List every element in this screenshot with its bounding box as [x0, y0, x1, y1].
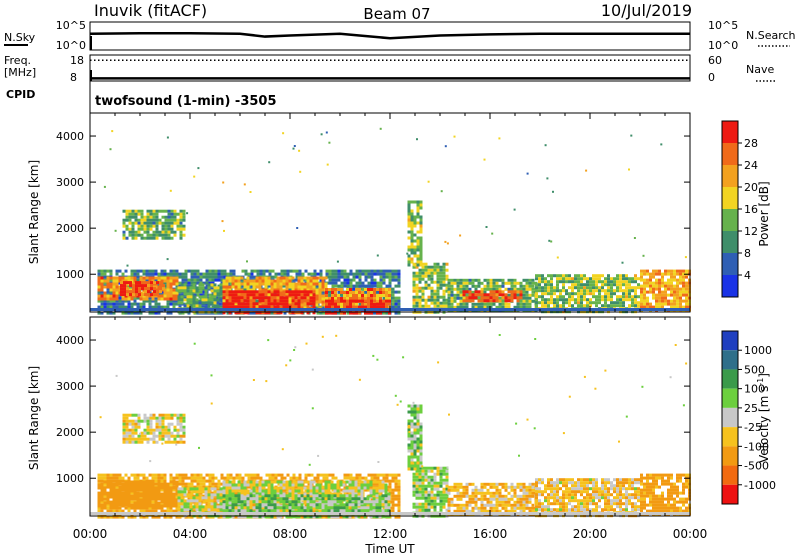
- power-cbar-tick: 8: [744, 247, 751, 260]
- x-tick-label: 12:00: [373, 527, 408, 541]
- freq-tick-bottom: 8: [70, 71, 77, 84]
- power-data-layer: [90, 127, 691, 315]
- velocity-cbar-tick: -100: [744, 440, 769, 453]
- velocity-cbar-tick: 25: [744, 402, 758, 415]
- cpid-label: CPID: [6, 88, 35, 101]
- velocity-region-10: [407, 404, 423, 471]
- velocity-cbar-label: Velocity [m s-1]: [756, 373, 771, 463]
- velocity-cbar-swatch: [722, 465, 738, 485]
- power-cbar-label: Power [dB]: [757, 181, 771, 246]
- power-ytick-label: 2000: [56, 222, 84, 235]
- nsky-series-line: [89, 31, 690, 40]
- power-cbar-swatch: [722, 209, 738, 231]
- station-title: Inuvik (fitACF): [94, 1, 207, 20]
- freq-panel: Freq. [MHz] 18 8 60 0 Nave: [4, 54, 776, 84]
- velocity-cbar-swatch: [722, 369, 738, 389]
- velocity-cbar-swatch: [722, 350, 738, 370]
- power-colorbar: 4 8 12 16 20 24 28: [721, 120, 758, 298]
- nave-label: Nave: [746, 63, 774, 76]
- power-cbar-tick: 4: [744, 269, 751, 282]
- freq-label-line1: Freq.: [4, 54, 31, 67]
- cpid-panel: CPID twofsound (1-min) -3505: [6, 81, 277, 113]
- power-cbar-swatch: [722, 253, 738, 275]
- velocity-cbar-tick: 100: [744, 383, 765, 396]
- velocity-region-7: [535, 478, 640, 518]
- power-region-2: [120, 281, 165, 297]
- velocity-cbar-swatch: [722, 331, 738, 351]
- cpid-text: twofsound (1-min) -3505: [95, 94, 277, 109]
- freq-label-line2: [MHz]: [4, 66, 36, 79]
- velocity-cbar-tick: 1000: [744, 344, 772, 357]
- date-title: 10/Jul/2019: [601, 1, 692, 20]
- power-cbar-swatch: [722, 121, 738, 143]
- velocity-ytick-label: 1000: [56, 472, 84, 485]
- velocity-cbar-swatch: [722, 427, 738, 447]
- power-cbar-swatch: [722, 165, 738, 187]
- velocity-colorbar: 1000 500 100 25 -25 -100 -500 -1000: [721, 330, 776, 505]
- x-tick-label: 00:00: [73, 527, 108, 541]
- x-tick-label: 08:00: [273, 527, 308, 541]
- power-region-14: [407, 200, 423, 267]
- x-tick-label: 20:00: [573, 527, 608, 541]
- nave-tick-bottom: 0: [708, 71, 715, 84]
- nsearch-label: N.Search: [746, 29, 796, 42]
- x-tick-label: 04:00: [173, 527, 208, 541]
- power-cbar-tick: 16: [744, 203, 758, 216]
- x-axis-label: Time UT: [364, 542, 415, 554]
- velocity-cbar-tick: 500: [744, 363, 765, 376]
- velocity-cbar-swatch: [722, 388, 738, 408]
- freq-tick-top: 18: [70, 54, 84, 67]
- nsky-panel: N.Sky 10^5 10^0 10^5 10^0 N.Search: [4, 19, 796, 52]
- velocity-region-1: [97, 480, 179, 508]
- velocity-x-ticks: [89, 317, 691, 516]
- nsearch-tick-bottom: 10^0: [708, 39, 738, 52]
- velocity-cbar-swatch: [722, 446, 738, 466]
- x-tick-label: 16:00: [473, 527, 508, 541]
- nsky-label: N.Sky: [4, 31, 36, 44]
- power-ytick-label: 3000: [56, 176, 84, 189]
- nsky-tick-top: 10^5: [56, 19, 86, 32]
- power-cbar-swatch: [722, 143, 738, 165]
- velocity-ytick-label: 3000: [56, 380, 84, 393]
- power-panel: 1000 2000 3000 4000 Slant Range [km] 4 8 12 16…: [27, 112, 771, 315]
- nsearch-tick-top: 10^5: [708, 19, 738, 32]
- x-axis-tick-labels: 00:00 04:00 08:00 12:00 16:00 20:00 00:00: [73, 527, 708, 541]
- velocity-ytick-label: 2000: [56, 426, 84, 439]
- nave-tick-top: 60: [708, 54, 722, 67]
- power-x-ticks: [89, 113, 691, 312]
- velocity-ylabel: Slant Range [km]: [27, 366, 41, 470]
- velocity-y-axis: 1000 2000 3000 4000: [56, 334, 690, 485]
- nsky-tick-bottom: 10^0: [56, 39, 86, 52]
- power-cbar-tick: 20: [744, 181, 758, 194]
- power-region-11: [535, 274, 640, 314]
- velocity-cbar-swatch: [722, 407, 738, 428]
- velocity-region-6: [447, 482, 538, 516]
- power-cbar-swatch: [722, 187, 738, 209]
- power-cbar-swatch: [722, 231, 738, 253]
- power-region-13: [122, 209, 186, 240]
- power-ytick-label: 1000: [56, 268, 84, 281]
- velocity-panel: 1000 2000 3000 4000 Slant Range [km] 1000 50…: [27, 316, 776, 519]
- power-cbar-tick: 24: [744, 159, 758, 172]
- velocity-cbar-swatch: [722, 484, 738, 504]
- velocity-data-layer: [90, 334, 691, 519]
- velocity-ytick-label: 4000: [56, 334, 84, 347]
- velocity-region-9: [122, 413, 186, 444]
- x-tick-label: 00:00: [673, 527, 708, 541]
- velocity-cbar-tick: -500: [744, 460, 769, 473]
- power-ytick-label: 4000: [56, 130, 84, 143]
- velocity-cbar-tick: -1000: [744, 479, 776, 492]
- velocity-cbar-tick: -25: [744, 421, 762, 434]
- beam-title: Beam 07: [363, 5, 430, 23]
- power-cbar-tick: 12: [744, 225, 758, 238]
- power-cbar-swatch: [722, 275, 738, 297]
- power-region-10: [462, 290, 523, 303]
- power-y-axis: 1000 2000 3000 4000: [56, 130, 690, 281]
- power-ylabel: Slant Range [km]: [27, 160, 41, 264]
- power-cbar-tick: 28: [744, 137, 758, 150]
